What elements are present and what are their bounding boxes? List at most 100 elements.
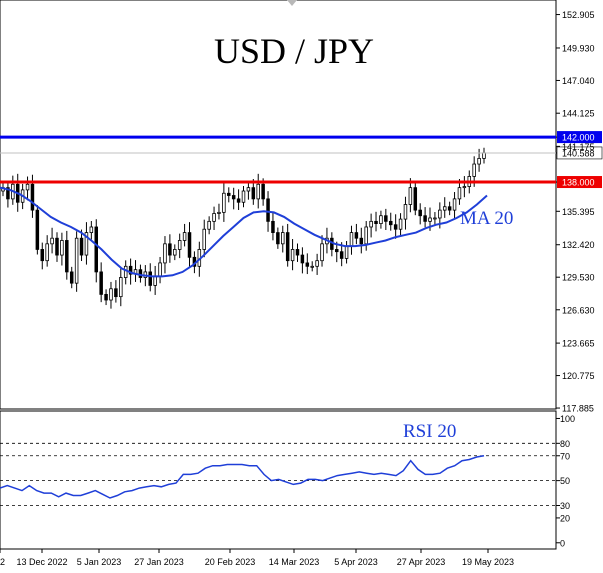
candle-body xyxy=(418,209,422,217)
candle-body xyxy=(271,220,275,233)
price-tick-label: 126.630 xyxy=(562,305,595,315)
time-axis: 2 13 Dec 2022 5 Jan 2023 27 Jan 2023 20 Feb … xyxy=(0,549,514,567)
candle-body xyxy=(45,243,49,262)
candle-body xyxy=(35,209,40,250)
rsi-line xyxy=(0,455,485,499)
candle-body xyxy=(168,243,172,256)
price-label-bg xyxy=(557,176,602,189)
candle-body xyxy=(433,217,437,220)
candle-body xyxy=(177,240,182,250)
candle-body xyxy=(55,237,59,256)
candle-body xyxy=(158,262,162,277)
rsi-panel: RSI 20 0 20 30 50 70 80 100 xyxy=(0,410,575,550)
candle-body xyxy=(40,249,45,262)
candle-body xyxy=(438,209,442,219)
candle-body xyxy=(339,251,344,259)
candle-body xyxy=(384,215,388,222)
candle-body xyxy=(148,271,152,286)
shift-marker-icon xyxy=(287,0,297,6)
candle-body xyxy=(285,232,290,262)
candle-body xyxy=(123,265,128,278)
candle-body xyxy=(84,232,89,256)
candle-body xyxy=(477,158,481,165)
candle-body xyxy=(94,226,99,273)
candle-body xyxy=(335,249,339,253)
price-tick-label: 144.125 xyxy=(562,109,595,119)
candle-body xyxy=(462,186,467,189)
candle-body xyxy=(50,237,54,245)
candle-body xyxy=(60,240,64,256)
price-tick-label: 147.040 xyxy=(562,76,595,86)
candle-body xyxy=(310,265,314,268)
candle-body xyxy=(472,163,476,177)
candle-body xyxy=(364,226,368,245)
rsi-tick-label: 30 xyxy=(560,501,570,511)
candle-body xyxy=(442,206,447,211)
candle-body xyxy=(354,232,359,239)
candle-body xyxy=(452,198,457,211)
rsi-tick-label: 80 xyxy=(560,439,570,449)
time-tick-label: 27 Apr 2023 xyxy=(397,557,446,567)
candle-body xyxy=(379,215,383,225)
rsi-levels xyxy=(0,442,556,506)
candle-body xyxy=(222,192,226,213)
candle-body xyxy=(261,183,265,200)
candle-body xyxy=(300,254,305,264)
price-tick-label: 135.395 xyxy=(562,207,595,217)
rsi-tick-label: 0 xyxy=(560,538,565,548)
time-tick-label: 27 Jan 2023 xyxy=(134,557,184,567)
time-tick-label: 14 Mar 2023 xyxy=(269,557,320,567)
candle-body xyxy=(212,213,216,222)
candle-body xyxy=(99,271,103,295)
current-price-tag xyxy=(556,146,603,160)
price-label-bg xyxy=(557,131,602,144)
candle-body xyxy=(182,232,187,241)
rsi-tick-label: 100 xyxy=(560,414,575,424)
price-tick-label: 117.885 xyxy=(562,404,594,414)
candle-body xyxy=(74,237,79,284)
candle-body xyxy=(25,183,30,191)
price-plot-area xyxy=(0,0,557,410)
candle-body xyxy=(65,240,69,273)
candle-body xyxy=(388,220,393,226)
time-tick-label: 13 Dec 2022 xyxy=(16,557,67,567)
candle-body xyxy=(374,220,378,225)
candle-body xyxy=(281,232,285,245)
candle-body xyxy=(315,260,319,267)
candle-body xyxy=(89,226,94,233)
candle-body xyxy=(393,224,398,230)
time-tick-label: 5 Apr 2023 xyxy=(334,557,378,567)
candle-body xyxy=(447,206,452,211)
price-tick-label: 141.175 xyxy=(562,142,595,152)
price-tick-label: 132.420 xyxy=(562,240,595,250)
candle-body xyxy=(320,243,324,262)
candle-body xyxy=(246,187,251,192)
candle-body xyxy=(457,187,462,200)
candle-body xyxy=(79,237,84,256)
candle-body xyxy=(359,237,364,245)
time-tick-label: 20 Feb 2023 xyxy=(205,557,256,567)
candle-body xyxy=(398,218,403,230)
rsi-label: RSI 20 xyxy=(403,421,456,442)
price-tick-label: 129.530 xyxy=(562,273,595,283)
candle-body xyxy=(413,187,418,211)
rsi-tick-label: 50 xyxy=(560,476,570,486)
candle-body xyxy=(119,277,123,298)
candle-body xyxy=(482,152,486,159)
candle-body xyxy=(207,220,211,230)
candle-body xyxy=(423,215,427,222)
ma20-line xyxy=(0,186,488,278)
candle-body xyxy=(227,192,231,196)
price-panel: USD / JPY MA 20 117.885 120.775 123.665 126… xyxy=(0,0,603,414)
chart-title: USD / JPY xyxy=(214,31,374,71)
candle-body xyxy=(231,195,236,200)
price-axis: 117.885 120.775 123.665 126.630 129.530 132.4… xyxy=(556,10,603,414)
candle-body xyxy=(251,187,256,200)
candle-body xyxy=(241,190,246,203)
candle-body xyxy=(163,243,167,264)
time-tick-label: 19 May 2023 xyxy=(462,557,514,567)
candle-body xyxy=(266,198,270,222)
candle-body xyxy=(104,293,108,301)
candle-body xyxy=(276,232,280,245)
